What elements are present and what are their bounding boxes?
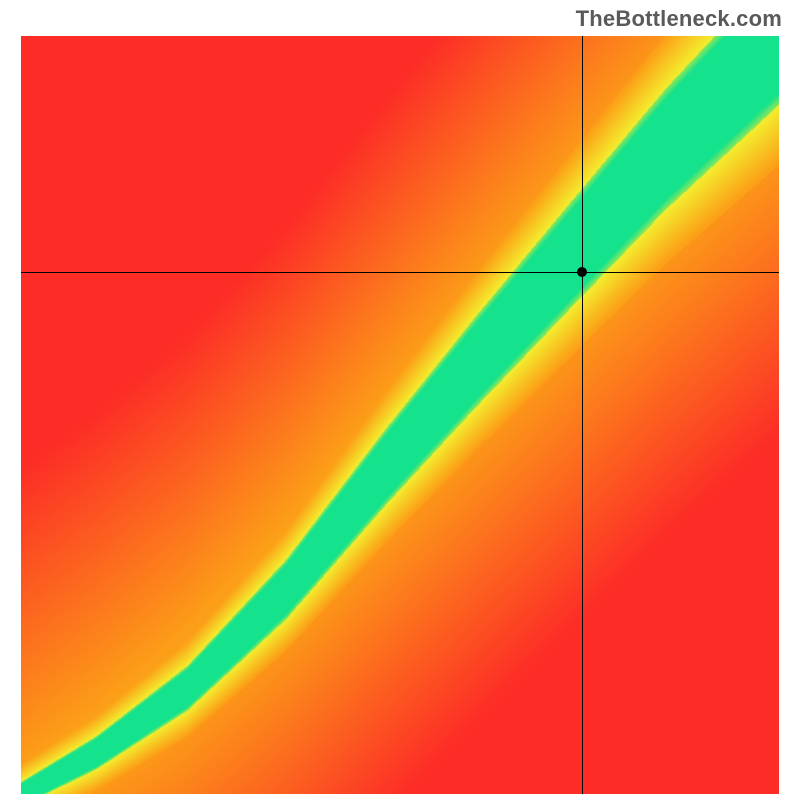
crosshair-marker [577,267,587,277]
chart-container: TheBottleneck.com [0,0,800,800]
watermark-text: TheBottleneck.com [576,6,782,32]
plot-area [20,35,780,795]
bottleneck-heatmap [20,35,780,795]
crosshair-vertical [582,35,583,795]
crosshair-horizontal [20,272,780,273]
